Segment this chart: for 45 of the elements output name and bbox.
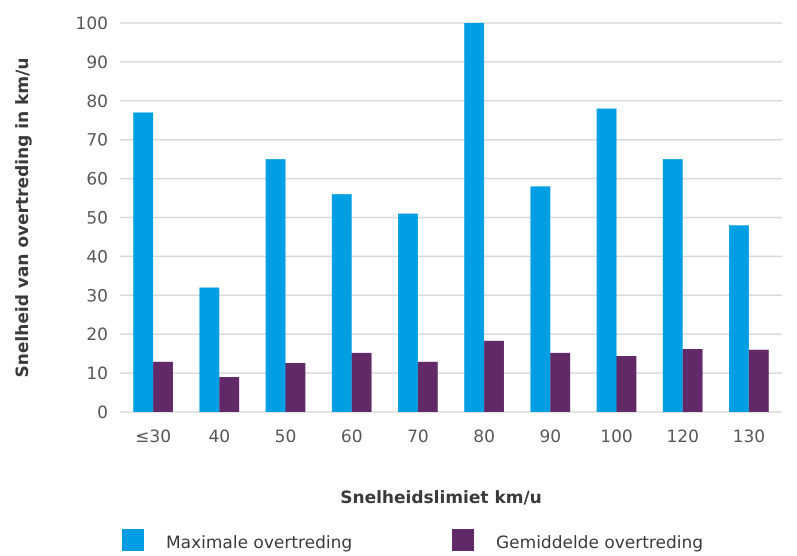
bar [133,112,154,412]
y-tick-label: 60 [86,170,108,190]
bar [352,352,372,412]
y-tick-label: 20 [86,325,108,346]
bar [199,288,220,412]
y-tick-label: 40 [86,247,108,268]
x-tick-label: ≤30 [135,427,172,447]
bar [332,194,352,412]
bar [464,23,484,412]
y-tick-label: 100 [76,14,108,34]
bar [530,186,550,412]
x-tick-label: 80 [473,427,495,447]
x-tick-label: 40 [208,427,230,447]
bar [662,159,683,412]
bar [748,350,769,412]
bar [219,376,240,412]
legend-label: Maximale overtreding [166,532,352,553]
bar [418,362,438,412]
bar [484,340,504,412]
bar [153,362,173,412]
x-tick-label: 130 [732,427,766,447]
bar [398,214,418,412]
x-tick-label: 100 [600,427,633,447]
bar [596,108,616,412]
y-tick-label: 80 [86,92,108,112]
y-tick-label: 0 [97,402,108,423]
x-tick-label: 60 [340,427,363,447]
y-tick-label: 70 [86,130,108,151]
x-tick-label: 90 [539,427,562,447]
x-tick-label: 70 [407,427,429,447]
bar [266,159,286,412]
bar [616,356,636,412]
y-tick-label: 90 [86,52,108,73]
bar [286,362,306,412]
legend-label: Gemiddelde overtreding [496,532,704,553]
bar [729,225,749,412]
x-axis-title: Snelheidslimiet km/u [340,488,542,508]
bar [550,352,570,412]
y-axis-title: Snelheid van overtreding in km/u [13,58,33,378]
y-tick-label: 10 [86,364,108,384]
x-tick-label: 50 [274,427,296,447]
bar [682,348,703,412]
y-tick-label: 30 [86,286,108,306]
y-tick-label: 50 [86,208,108,228]
x-tick-label: 120 [666,427,699,447]
